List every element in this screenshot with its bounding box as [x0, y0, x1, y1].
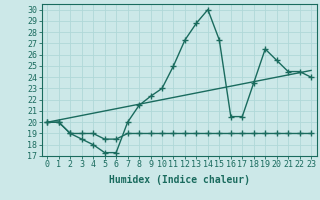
X-axis label: Humidex (Indice chaleur): Humidex (Indice chaleur) [109, 175, 250, 185]
